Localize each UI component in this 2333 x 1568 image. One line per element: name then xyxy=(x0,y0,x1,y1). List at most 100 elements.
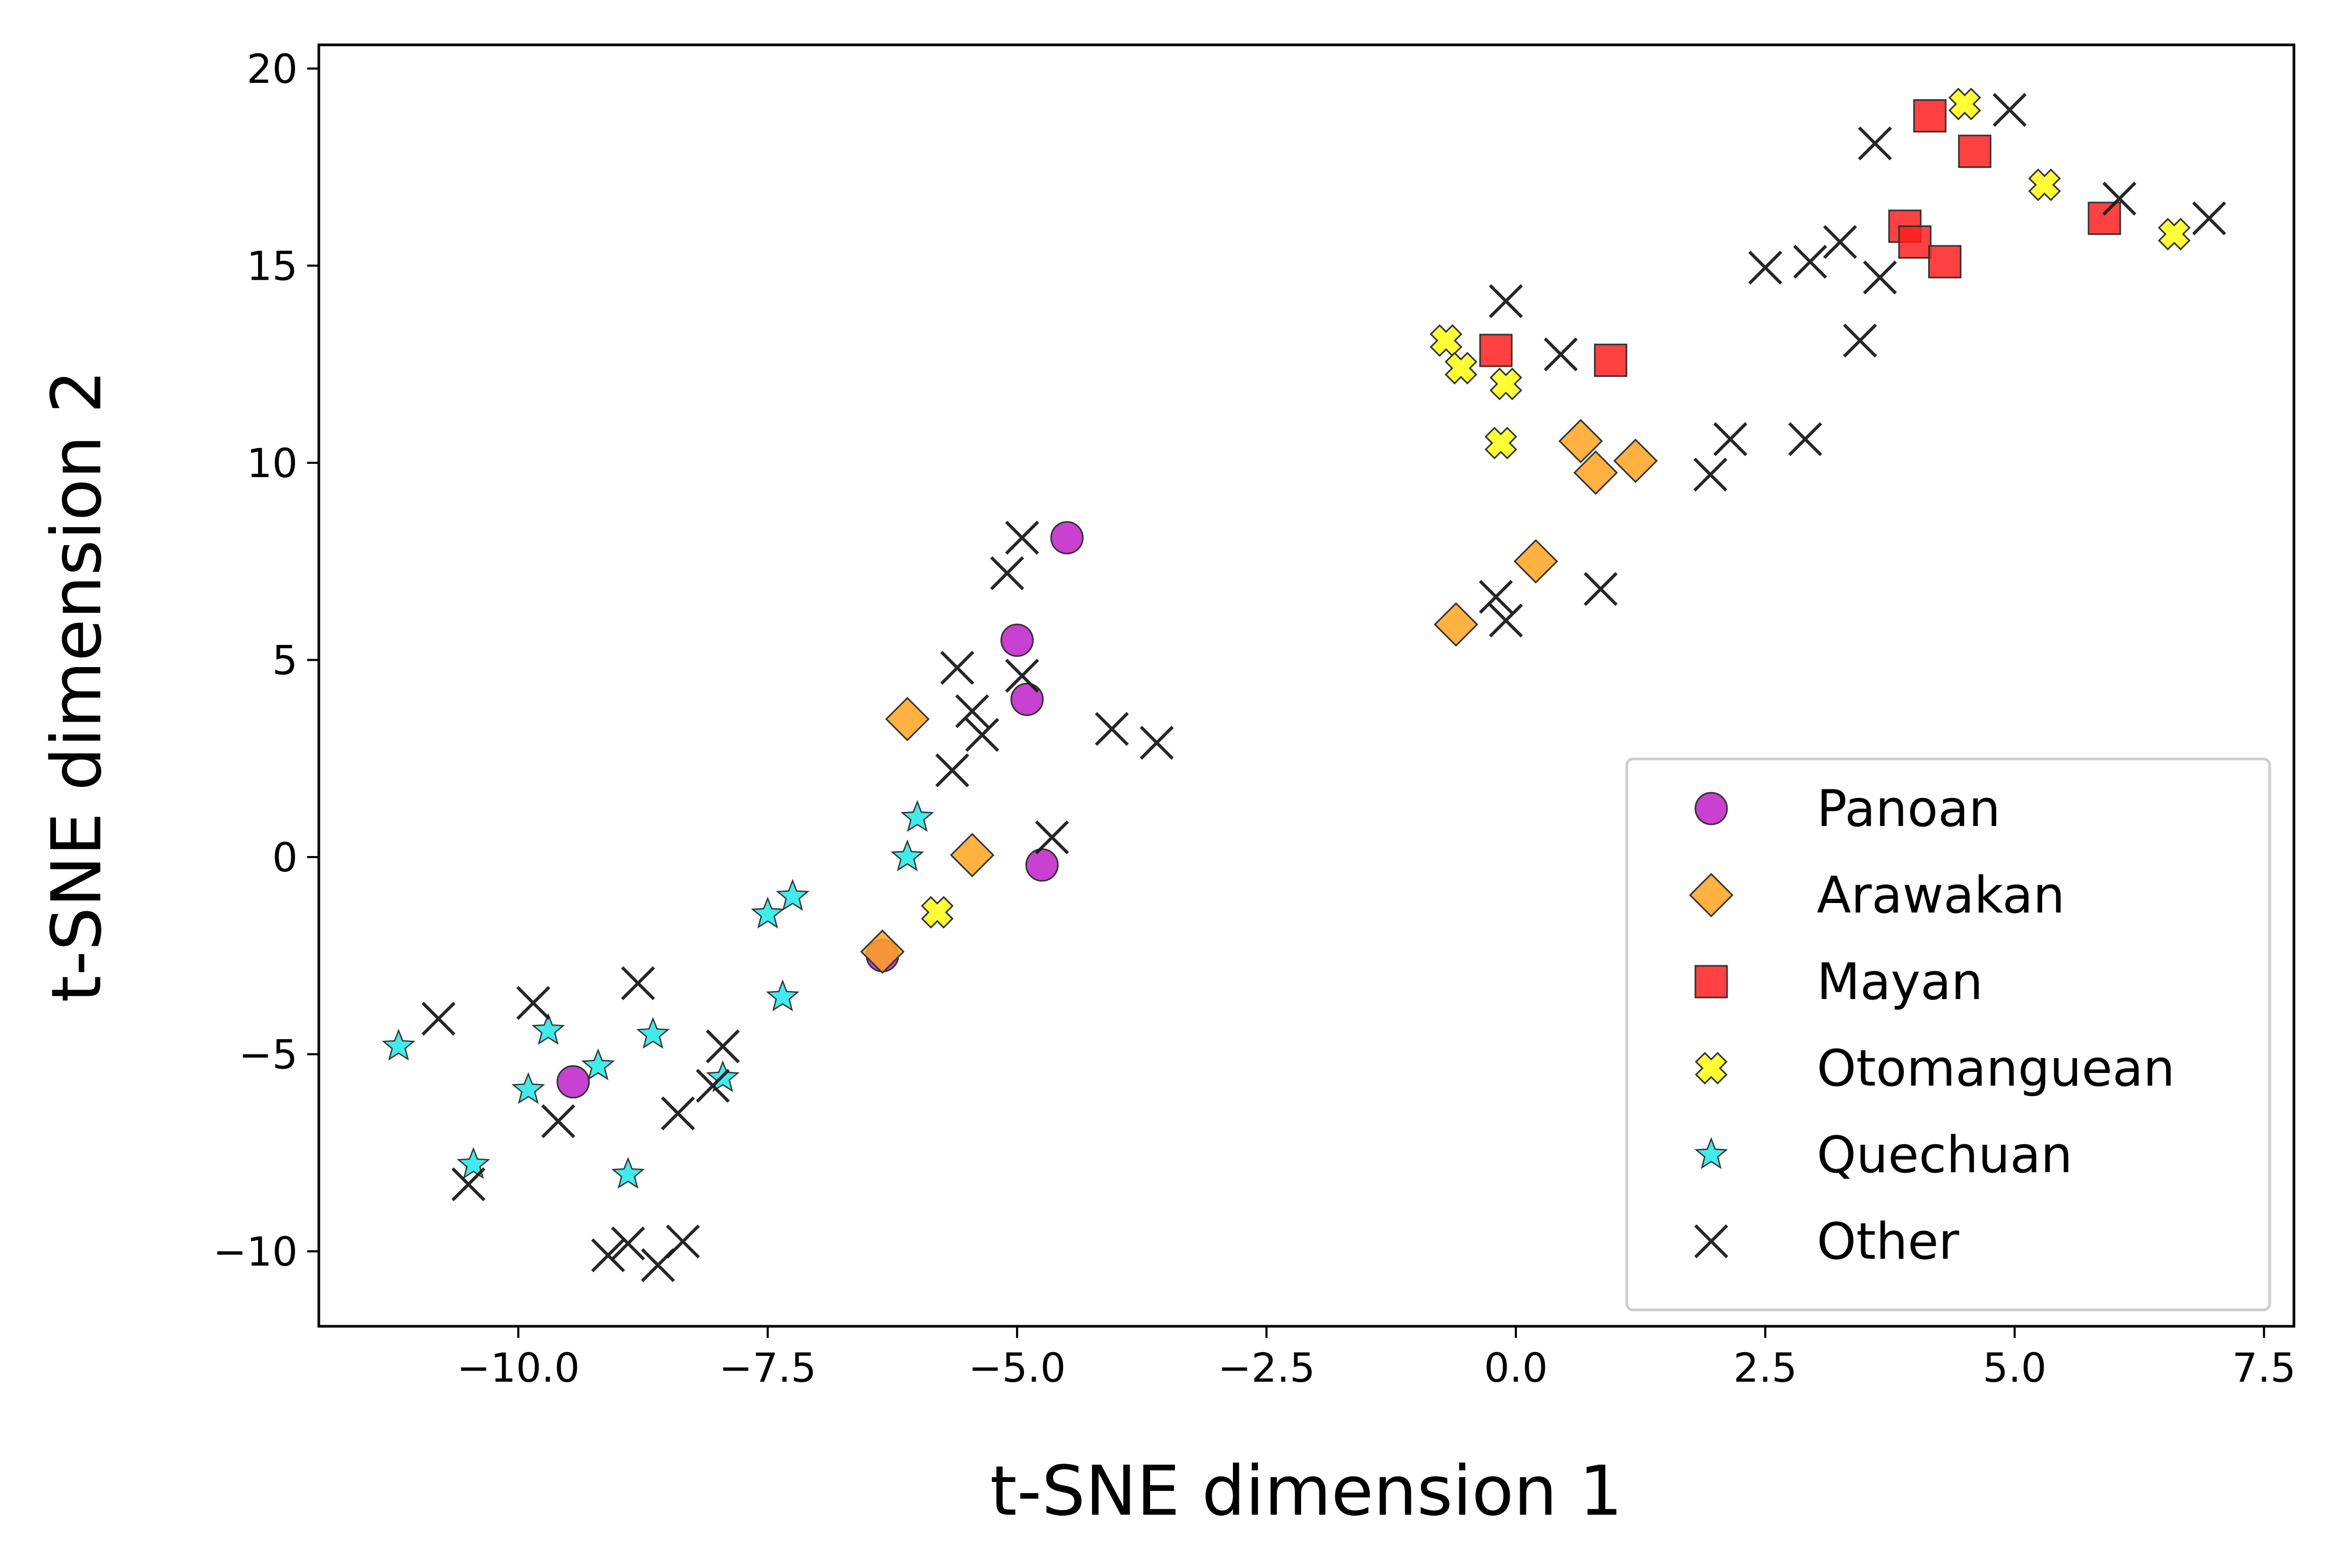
plot-frame xyxy=(317,43,2296,1328)
data-point xyxy=(382,1029,415,1061)
data-point xyxy=(1010,682,1044,716)
data-point xyxy=(591,1238,625,1272)
legend-item: Arawakan xyxy=(1689,867,2065,925)
plot-area xyxy=(382,88,2226,1282)
data-point xyxy=(1484,426,1518,460)
data-point xyxy=(1928,245,1962,279)
data-point xyxy=(696,1069,730,1103)
y-tick-label: 10 xyxy=(246,440,298,487)
data-point xyxy=(1543,337,1578,372)
legend-label: Other xyxy=(1817,1213,1960,1271)
data-point xyxy=(940,651,974,685)
data-point xyxy=(2192,201,2226,235)
y-tick-label: 20 xyxy=(246,45,298,92)
data-point xyxy=(2158,217,2191,251)
x-tick-label: −5.0 xyxy=(969,1344,1066,1391)
data-point xyxy=(1444,351,1477,385)
data-point xyxy=(1858,126,1892,160)
legend: Panoan Arawakan Mayan Otomanguean Quechuan Ot… xyxy=(1625,757,2271,1312)
x-tick-label: 0.0 xyxy=(1484,1344,1548,1391)
data-point xyxy=(1713,422,1748,457)
legend-label: Mayan xyxy=(1817,953,1983,1011)
data-point xyxy=(1140,726,1174,760)
data-point xyxy=(935,753,970,787)
legend-item: Other xyxy=(1694,1213,1960,1271)
legend-item: Otomanguean xyxy=(1695,1040,2175,1098)
data-point xyxy=(921,896,954,929)
data-point xyxy=(1035,820,1069,854)
data-point xyxy=(1025,848,1059,882)
series-mayan xyxy=(1479,99,2121,377)
series-quechuan xyxy=(382,800,934,1189)
data-point xyxy=(2088,202,2121,235)
legend-label: Quechuan xyxy=(1817,1126,2073,1184)
data-point xyxy=(1693,458,1728,492)
data-point xyxy=(1948,88,1981,121)
data-point xyxy=(1843,324,1877,358)
y-axis-label: t-SNE dimension 2 xyxy=(36,370,117,1003)
y-tick-label: −10 xyxy=(213,1228,298,1275)
y-tick-label: 0 xyxy=(272,834,298,881)
data-point xyxy=(885,697,930,742)
data-point xyxy=(1958,135,1991,168)
data-point xyxy=(611,1226,645,1261)
data-point xyxy=(766,979,800,1012)
y-axis: −10 −5 0 5 10 15 20 xyxy=(213,45,319,1275)
x-axis-label: t-SNE dimension 1 xyxy=(990,1451,1623,1531)
data-point xyxy=(990,556,1025,591)
data-point xyxy=(2028,168,2061,202)
data-point xyxy=(1913,99,1947,132)
data-point xyxy=(1429,324,1463,357)
y-tick-label: −5 xyxy=(239,1031,298,1078)
data-point xyxy=(950,833,995,878)
data-point xyxy=(1479,334,1513,367)
x-tick-label: 2.5 xyxy=(1733,1344,1797,1391)
x-tick-label: 5.0 xyxy=(1983,1344,2046,1391)
series-panoan xyxy=(556,521,1084,1099)
x-tick-label: −2.5 xyxy=(1218,1344,1315,1391)
data-point xyxy=(621,966,655,1001)
data-point xyxy=(965,718,999,752)
legend-marker xyxy=(1695,1052,1728,1085)
data-point xyxy=(1513,539,1558,584)
data-point xyxy=(1005,520,1039,555)
legend-label: Arawakan xyxy=(1817,867,2065,925)
data-point xyxy=(541,1104,575,1138)
data-point xyxy=(661,1096,695,1130)
data-point xyxy=(556,1065,590,1099)
data-point xyxy=(2102,182,2137,216)
data-point xyxy=(1863,260,1897,294)
legend-item: Panoan xyxy=(1694,780,2000,838)
legend-label: Otomanguean xyxy=(1817,1040,2175,1098)
series-arawakan xyxy=(860,419,1658,974)
y-tick-label: 15 xyxy=(246,242,298,289)
data-point xyxy=(860,929,905,974)
x-axis: −10.0 −7.5 −5.0 −2.5 0.0 2.5 5.0 7.5 xyxy=(457,1326,2296,1391)
x-tick-label: −7.5 xyxy=(719,1344,817,1391)
data-point xyxy=(451,1167,486,1202)
data-point xyxy=(421,1002,456,1036)
data-point xyxy=(900,800,934,832)
legend-marker xyxy=(1694,1224,1729,1259)
legend-label: Panoan xyxy=(1817,780,2000,838)
data-point xyxy=(1488,603,1523,638)
data-point xyxy=(1748,250,1782,285)
data-point xyxy=(1993,93,2027,127)
data-point xyxy=(751,896,785,929)
data-point xyxy=(1793,244,1827,279)
data-point xyxy=(775,879,810,911)
data-point xyxy=(1613,439,1658,483)
data-point xyxy=(1005,659,1039,693)
data-point xyxy=(1095,712,1129,746)
data-point xyxy=(1488,284,1523,318)
data-point xyxy=(531,1013,565,1045)
data-point xyxy=(1050,521,1084,555)
legend-marker xyxy=(1694,965,1728,999)
data-point xyxy=(706,1029,740,1063)
series-otomanguean xyxy=(921,88,2191,929)
data-point xyxy=(1823,225,1857,259)
legend-marker xyxy=(1689,872,1734,918)
y-tick-label: 5 xyxy=(272,636,298,683)
data-point xyxy=(1594,344,1627,377)
